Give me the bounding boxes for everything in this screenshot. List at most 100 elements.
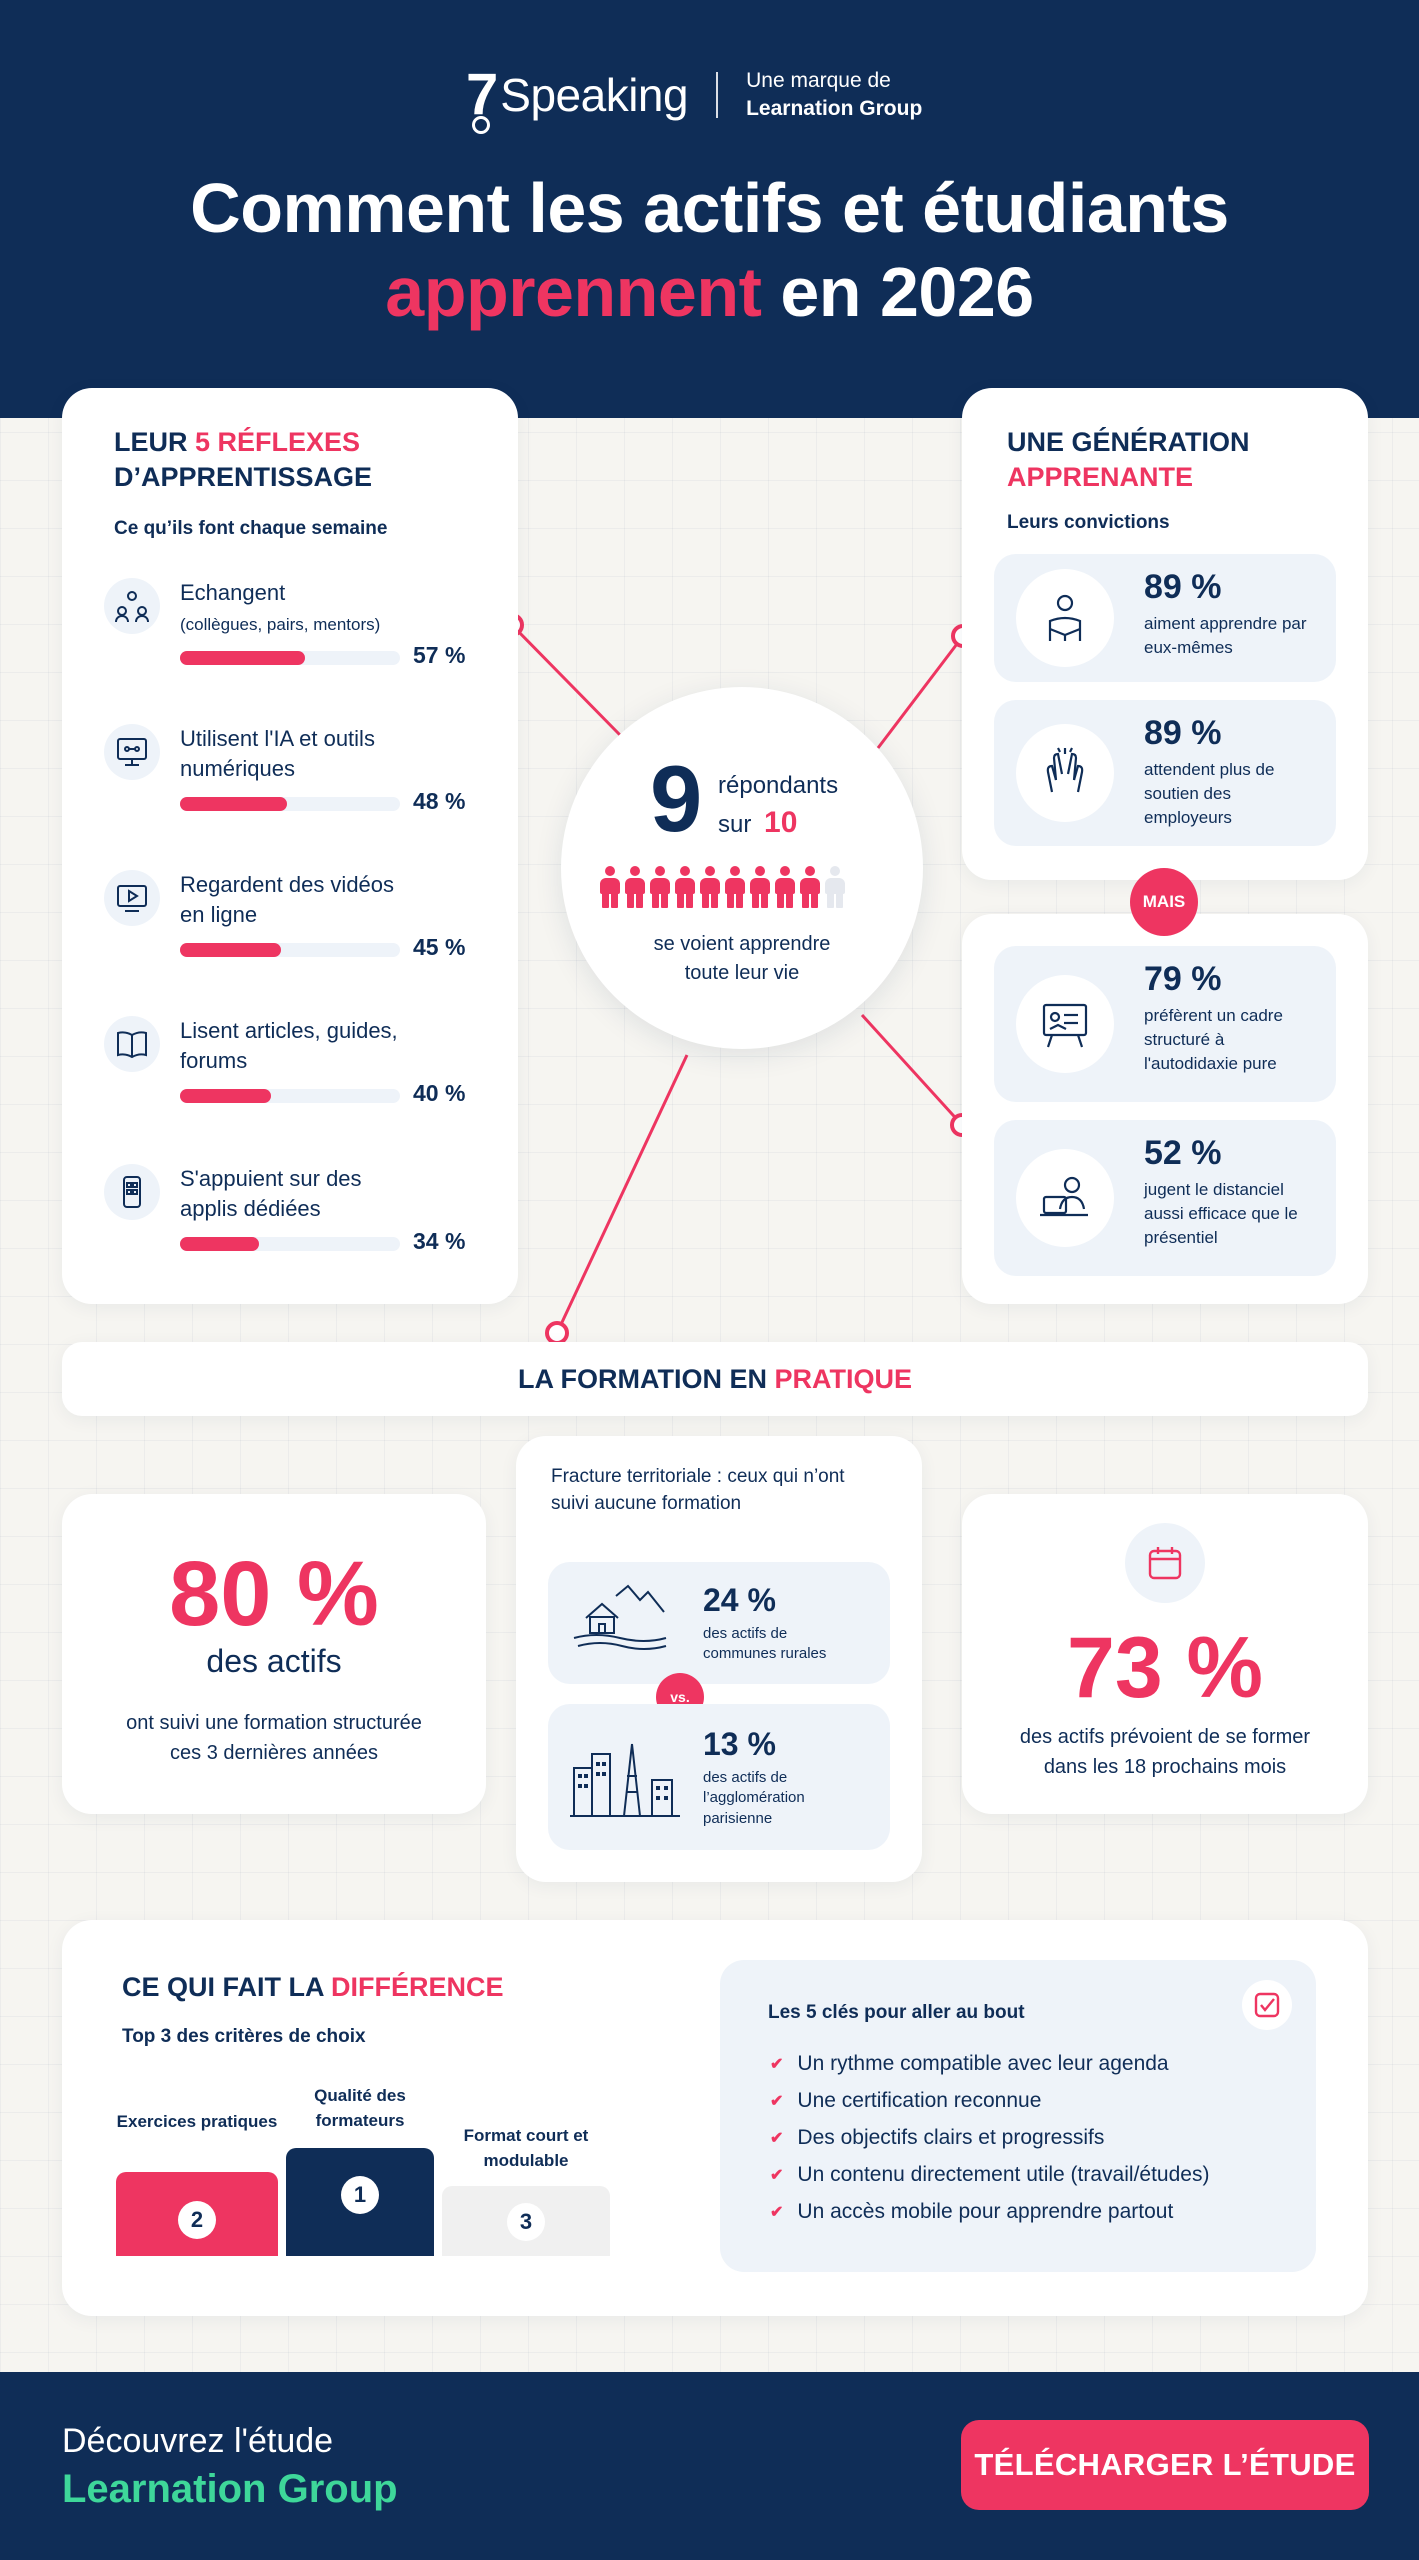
- key-text: Un contenu directement utile (travail/ét…: [797, 2163, 1210, 2186]
- download-study-button[interactable]: TÉLÉCHARGER L’ÉTUDE: [961, 2420, 1369, 2510]
- check-icon: ✔: [770, 2093, 784, 2110]
- center-caption: se voient apprendre toute leur vie: [561, 930, 923, 988]
- conviction-percent: 89 %: [1144, 568, 1222, 606]
- checklist-icon: [1242, 1980, 1292, 2030]
- podium-label-2: Exercices pratiques: [116, 2112, 278, 2131]
- smartphone-apps-icon: [104, 1164, 160, 1220]
- person-icon: [750, 866, 770, 908]
- trained-caption: ont suivi une formation structurée ces 3…: [126, 1712, 422, 1764]
- person-icon: [725, 866, 745, 908]
- progress-bar-fill: [180, 943, 281, 957]
- reflexes-subtitle: Ce qu’ils font chaque semaine: [114, 518, 388, 539]
- conviction-percent: 89 %: [1144, 714, 1222, 752]
- person-icon: [700, 866, 720, 908]
- generation-title-highlight: APPRENANTE: [1007, 462, 1194, 493]
- reflexes-card: [62, 388, 518, 1304]
- big-number: 9: [650, 746, 703, 851]
- rural-percent: 24 %: [703, 1582, 776, 1618]
- reflex-percent: 57 %: [413, 642, 466, 668]
- reflex-percent: 45 %: [413, 934, 466, 960]
- reflex-label-text: Echangent: [180, 580, 286, 605]
- footer-line-1: Découvrez l'étude: [62, 2422, 334, 2460]
- person-icon: [650, 866, 670, 908]
- key-text: Des objectifs clairs et progressifs: [797, 2126, 1105, 2149]
- conviction-text: aiment apprendre par eux-mêmes: [1144, 614, 1307, 657]
- key-item: ✔ Des objectifs clairs et progressifs: [770, 2126, 1104, 2150]
- progress-bar-fill: [180, 1237, 259, 1251]
- check-icon: ✔: [770, 2056, 784, 2073]
- check-icon: ✔: [770, 2204, 784, 2221]
- reflex-label-text: Lisent articles, guides, forums: [180, 1018, 398, 1073]
- high-five-icon: [1016, 724, 1114, 822]
- plan-caption: des actifs prévoient de se former dans l…: [1019, 1726, 1311, 1778]
- practice-title-pre: LA FORMATION EN: [518, 1363, 775, 1394]
- difference-title-highlight: DIFFÉRENCE: [331, 1972, 504, 2002]
- mais-badge: MAIS: [1130, 868, 1198, 936]
- title-rest: en 2026: [761, 253, 1034, 331]
- difference-title-pre: CE QUI FAIT LA: [122, 1972, 331, 2002]
- conviction-text: jugent le distanciel aussi efficace que …: [1144, 1180, 1298, 1247]
- generation-title: UNE GÉNÉRATION APPRENANTE: [1007, 425, 1250, 495]
- reflexes-title-highlight: 5 RÉFLEXES: [195, 427, 361, 457]
- progress-bar-fill: [180, 797, 287, 811]
- reflex-label: Echangent (collègues, pairs, mentors): [180, 578, 410, 637]
- podium-rank-2: 2: [178, 2201, 216, 2239]
- reflex-label-text: Utilisent l'IA et outils numériques: [180, 726, 375, 781]
- video-play-icon: [104, 870, 160, 926]
- progress-bar: [180, 797, 400, 811]
- title-highlight: apprennent: [385, 253, 762, 331]
- progress-bar: [180, 651, 400, 665]
- reflexes-title: LEUR 5 RÉFLEXES D’APPRENTISSAGE: [114, 425, 372, 495]
- laptop-user-icon: [1016, 1149, 1114, 1247]
- trained-stat-card: [62, 1494, 486, 1814]
- reflex-label: Utilisent l'IA et outils numériques: [180, 724, 410, 783]
- sur-label: sur: [718, 811, 752, 838]
- logo-divider: [716, 72, 719, 118]
- whiteboard-icon: [1016, 975, 1114, 1073]
- connector-line-right-bottom: [860, 1013, 964, 1127]
- reflexes-title-pre: LEUR: [114, 427, 195, 457]
- paris-text: des actifs de l’agglomération parisienne: [703, 1769, 805, 1827]
- practice-title-highlight: PRATIQUE: [774, 1363, 912, 1394]
- check-icon: ✔: [770, 2130, 784, 2147]
- people-network-icon: [104, 578, 160, 634]
- podium-label-3: Format court et modulable: [463, 2126, 589, 2170]
- open-book-icon: [104, 1016, 160, 1072]
- sur-ten-label: sur 10: [718, 806, 797, 840]
- generation-subtitle: Leurs convictions: [1007, 512, 1170, 533]
- reflex-label-detail: (collègues, pairs, mentors): [180, 614, 381, 634]
- key-item: ✔ Une certification reconnue: [770, 2089, 1041, 2113]
- key-text: Un accès mobile pour apprendre partout: [797, 2200, 1174, 2223]
- reflex-percent: 34 %: [413, 1228, 466, 1254]
- difference-title: CE QUI FAIT LA DIFFÉRENCE: [122, 1970, 504, 2005]
- trained-percent: 80 %: [169, 1543, 379, 1645]
- reflexes-title-line2: D’APPRENTISSAGE: [114, 462, 373, 493]
- trained-label: des actifs: [206, 1643, 342, 1679]
- reflex-percent: 48 %: [413, 788, 466, 814]
- person-icon: [675, 866, 695, 908]
- reflex-label: Regardent des vidéos en ligne: [180, 870, 410, 929]
- progress-bar: [180, 1237, 400, 1251]
- keys-box: [720, 1960, 1316, 2272]
- practice-banner: [62, 1342, 1368, 1416]
- generation-title-line1: UNE GÉNÉRATION: [1007, 427, 1250, 457]
- podium-rank-3: 3: [507, 2203, 545, 2241]
- reflex-label-text: Regardent des vidéos en ligne: [180, 872, 395, 927]
- conviction-text: attendent plus de soutien des employeurs: [1144, 760, 1275, 827]
- difference-subtitle: Top 3 des critères de choix: [122, 2026, 366, 2047]
- plan-percent: 73 %: [1066, 1620, 1264, 1716]
- person-icon: [775, 866, 795, 908]
- connector-line-right-top: [876, 635, 965, 749]
- page-title-line-2: apprennent en 2026: [0, 252, 1419, 332]
- person-icon: [625, 866, 645, 908]
- logo-tagline: Une marque de Learnation Group: [746, 67, 922, 124]
- practice-title: LA FORMATION EN PRATIQUE: [62, 1342, 1368, 1416]
- rural-text: des actifs de communes rurales: [703, 1625, 827, 1663]
- page-title-line-1: Comment les actifs et étudiants: [190, 169, 1229, 247]
- hero-banner: [0, 0, 1419, 418]
- conviction-percent: 52 %: [1144, 1134, 1222, 1172]
- paris-stat-box: [548, 1704, 890, 1850]
- person-icon-inactive: [825, 866, 845, 908]
- key-text: Un rythme compatible avec leur agenda: [797, 2052, 1169, 2075]
- lifelong-learning-circle: [561, 687, 923, 1049]
